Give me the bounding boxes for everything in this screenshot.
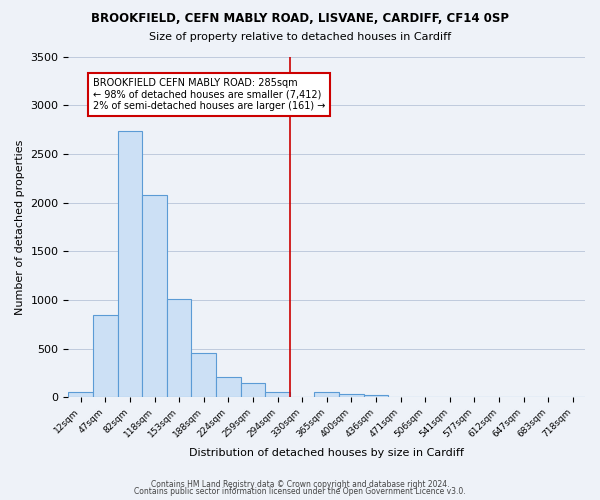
X-axis label: Distribution of detached houses by size in Cardiff: Distribution of detached houses by size … bbox=[189, 448, 464, 458]
Bar bbox=[93, 314, 118, 398]
Text: Contains HM Land Registry data © Crown copyright and database right 2024.: Contains HM Land Registry data © Crown c… bbox=[151, 480, 449, 489]
Bar bbox=[167, 299, 191, 398]
Bar bbox=[364, 395, 388, 398]
Bar bbox=[265, 392, 290, 398]
Bar bbox=[191, 353, 216, 398]
Text: Size of property relative to detached houses in Cardiff: Size of property relative to detached ho… bbox=[149, 32, 451, 42]
Bar bbox=[118, 132, 142, 398]
Bar bbox=[241, 383, 265, 398]
Bar bbox=[216, 378, 241, 398]
Bar bbox=[314, 392, 339, 398]
Bar bbox=[339, 394, 364, 398]
Text: BROOKFIELD CEFN MABLY ROAD: 285sqm
← 98% of detached houses are smaller (7,412)
: BROOKFIELD CEFN MABLY ROAD: 285sqm ← 98%… bbox=[93, 78, 325, 111]
Bar bbox=[142, 196, 167, 398]
Bar bbox=[68, 392, 93, 398]
Text: BROOKFIELD, CEFN MABLY ROAD, LISVANE, CARDIFF, CF14 0SP: BROOKFIELD, CEFN MABLY ROAD, LISVANE, CA… bbox=[91, 12, 509, 26]
Text: Contains public sector information licensed under the Open Government Licence v3: Contains public sector information licen… bbox=[134, 487, 466, 496]
Y-axis label: Number of detached properties: Number of detached properties bbox=[15, 139, 25, 314]
